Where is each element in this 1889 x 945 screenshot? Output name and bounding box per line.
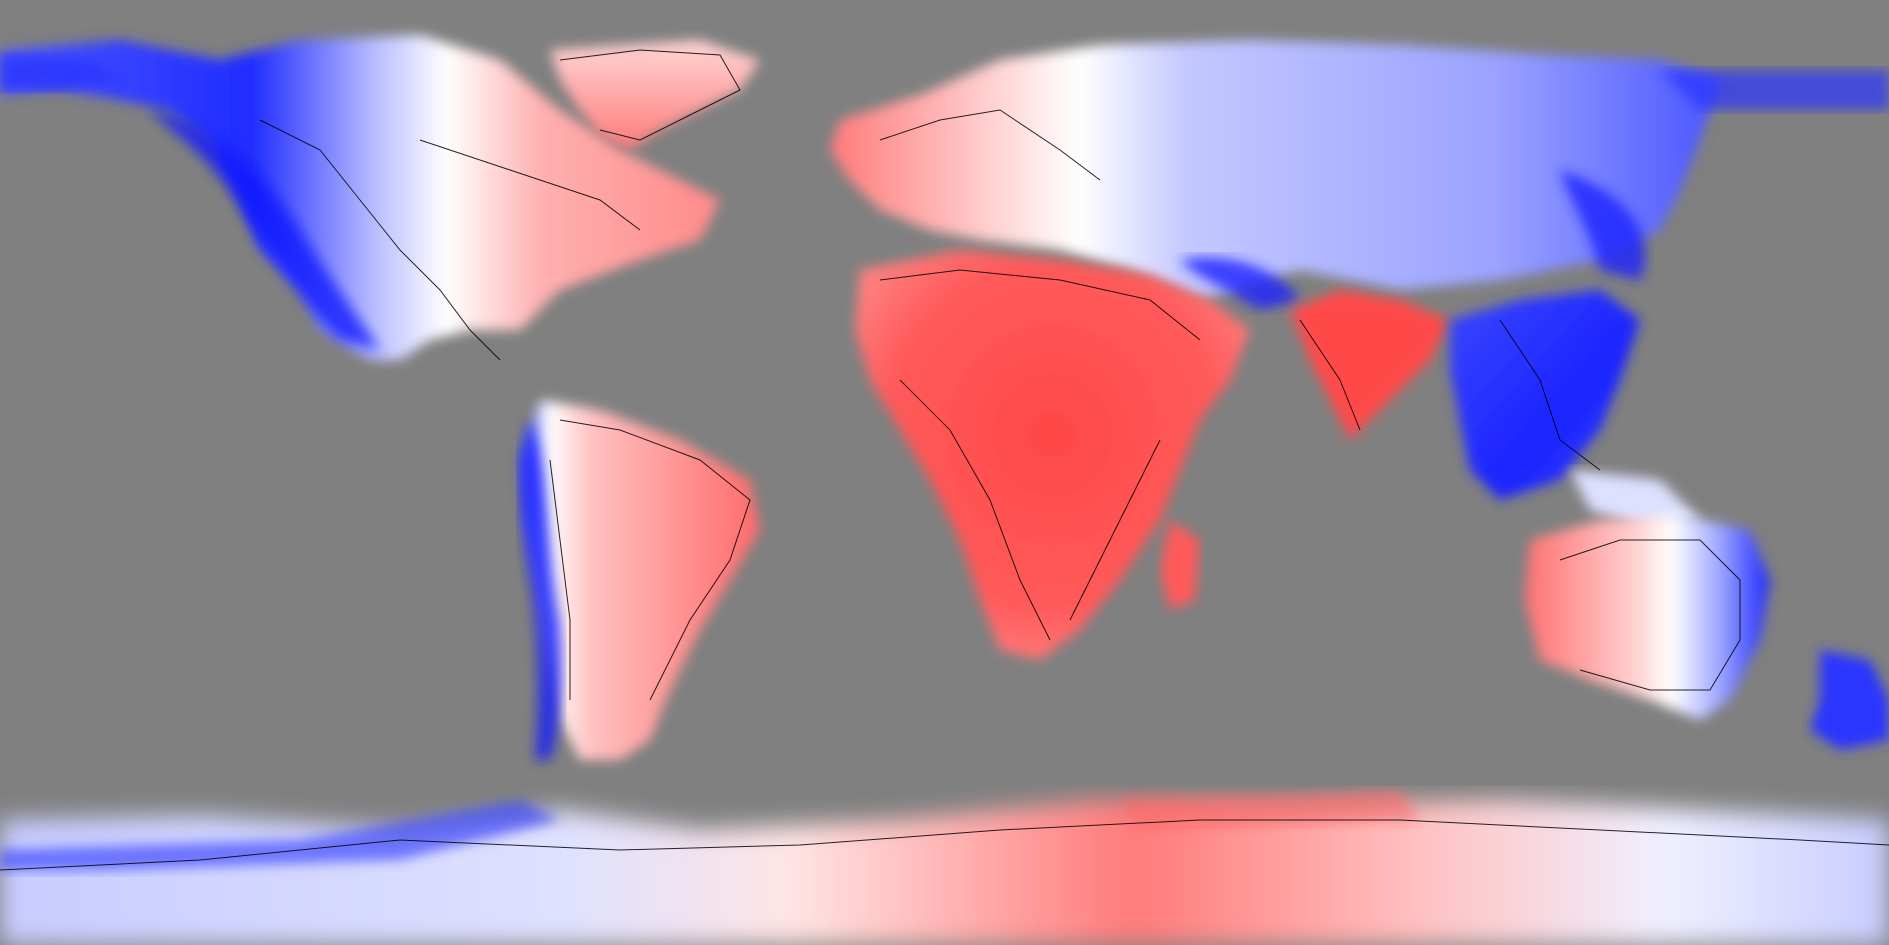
india-landmass (1290, 290, 1450, 440)
south-america-landmass (520, 400, 760, 760)
eurasia-landmass (830, 40, 1889, 310)
north-america-landmass (0, 35, 720, 360)
greenland-landmass (550, 40, 760, 150)
australia-landmass (1525, 515, 1889, 750)
coastlines (0, 49, 1889, 871)
africa-landmass (855, 250, 1250, 660)
